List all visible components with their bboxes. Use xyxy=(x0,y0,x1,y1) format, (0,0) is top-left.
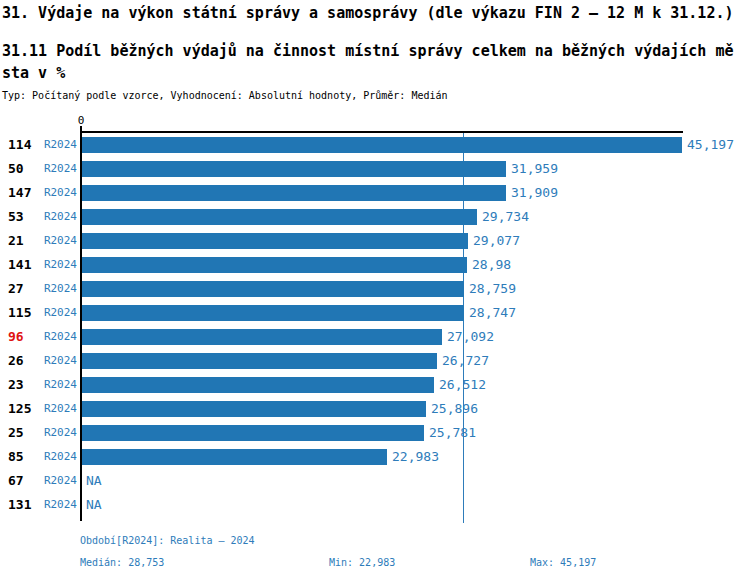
report-page: 31. Výdaje na výkon státní správy a samo… xyxy=(0,0,750,580)
row-id-label: 125 xyxy=(8,401,42,417)
row-value-label: 29,734 xyxy=(482,209,529,225)
row-id-label: 25 xyxy=(8,425,42,441)
row-id-label: 85 xyxy=(8,449,42,465)
row-value-label: 31,909 xyxy=(511,185,558,201)
row-bar xyxy=(82,401,426,417)
row-id-label: 115 xyxy=(8,305,42,321)
row-value-label: 31,959 xyxy=(511,161,558,177)
row-id-label: 50 xyxy=(8,161,42,177)
row-value-label: 27,092 xyxy=(447,329,494,345)
row-value-label: 25,896 xyxy=(431,401,478,417)
row-bar xyxy=(82,329,442,345)
median-stat: Medián: 28,753 xyxy=(80,557,164,568)
row-value-label: 26,512 xyxy=(439,377,486,393)
row-value-label: 22,983 xyxy=(392,449,439,465)
row-period-label: R2024 xyxy=(40,473,77,489)
row-bar xyxy=(82,137,682,153)
row-bar xyxy=(82,257,467,273)
row-value-label: 26,727 xyxy=(442,353,489,369)
row-bar xyxy=(82,353,437,369)
row-period-label: R2024 xyxy=(40,305,77,321)
row-bar xyxy=(82,449,387,465)
row-value-label: NA xyxy=(86,473,102,489)
row-id-label: 23 xyxy=(8,377,42,393)
row-value-label: NA xyxy=(86,497,102,513)
row-id-label: 21 xyxy=(8,233,42,249)
row-bar xyxy=(82,209,477,225)
row-period-label: R2024 xyxy=(40,209,77,225)
min-stat: Min: 22,983 xyxy=(329,557,395,568)
max-stat: Max: 45,197 xyxy=(530,557,596,568)
row-period-label: R2024 xyxy=(40,425,77,441)
row-id-label: 26 xyxy=(8,353,42,369)
period-label: Období[R2024]: Realita – 2024 xyxy=(80,535,255,546)
row-value-label: 29,077 xyxy=(473,233,520,249)
row-period-label: R2024 xyxy=(40,449,77,465)
row-period-label: R2024 xyxy=(40,401,77,417)
row-period-label: R2024 xyxy=(40,353,77,369)
row-period-label: R2024 xyxy=(40,377,77,393)
row-id-label: 114 xyxy=(8,137,42,153)
row-id-label: 147 xyxy=(8,185,42,201)
row-period-label: R2024 xyxy=(40,281,77,297)
row-id-label: 27 xyxy=(8,281,42,297)
row-id-label: 131 xyxy=(8,497,42,513)
row-id-label: 96 xyxy=(8,329,42,345)
chart-rows: 114R202445,19750R202431,959147R202431,90… xyxy=(0,0,750,580)
row-period-label: R2024 xyxy=(40,329,77,345)
row-value-label: 25,781 xyxy=(429,425,476,441)
row-value-label: 45,197 xyxy=(687,137,734,153)
row-value-label: 28,747 xyxy=(469,305,516,321)
row-id-label: 67 xyxy=(8,473,42,489)
row-id-label: 141 xyxy=(8,257,42,273)
row-bar xyxy=(82,377,434,393)
row-id-label: 53 xyxy=(8,209,42,225)
row-bar xyxy=(82,305,464,321)
row-value-label: 28,759 xyxy=(469,281,516,297)
row-period-label: R2024 xyxy=(40,257,77,273)
row-bar xyxy=(82,233,468,249)
row-bar xyxy=(82,281,464,297)
row-bar xyxy=(82,161,506,177)
row-bar xyxy=(82,425,424,441)
row-bar xyxy=(82,185,506,201)
row-period-label: R2024 xyxy=(40,185,77,201)
row-period-label: R2024 xyxy=(40,137,77,153)
row-value-label: 28,98 xyxy=(472,257,511,273)
row-period-label: R2024 xyxy=(40,161,77,177)
row-period-label: R2024 xyxy=(40,497,77,513)
row-period-label: R2024 xyxy=(40,233,77,249)
